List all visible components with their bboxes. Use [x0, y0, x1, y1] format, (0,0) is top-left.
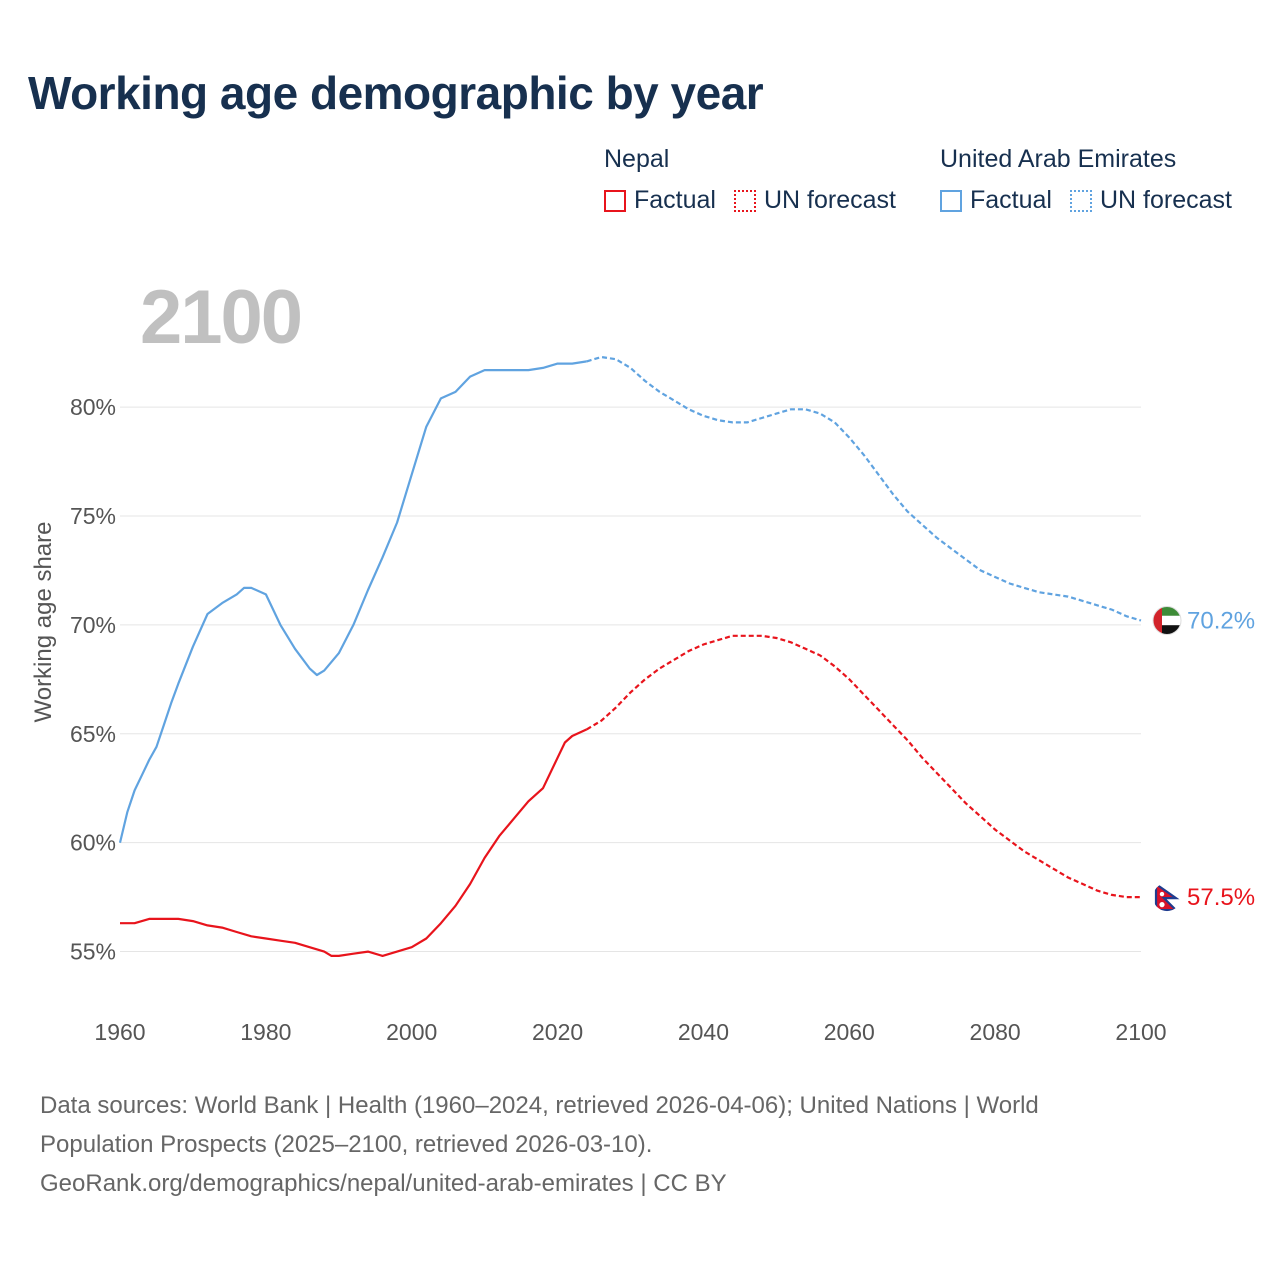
legend-uae-forecast-swatch	[1069, 189, 1092, 212]
legend-nepal-forecast[interactable]: UN forecast	[733, 186, 896, 215]
y-tick-label: 75%	[70, 503, 116, 529]
legend-uae-forecast[interactable]: UN forecast	[1069, 186, 1232, 215]
y-tick-label: 70%	[70, 612, 116, 638]
footer-line-1: Data sources: World Bank | Health (1960–…	[40, 1092, 1039, 1119]
legend-uae: United Arab Emirates Factual UN forecast	[940, 144, 1232, 215]
x-tick-labels: 1960 1980 2000 2020 2040 2060 2080 2100	[94, 1019, 1166, 1045]
legend-nepal: Nepal Factual UN forecast	[604, 144, 914, 215]
end-markers	[1152, 606, 1182, 912]
y-tick-labels: 55% 60% 65% 70% 75% 80%	[70, 394, 116, 964]
x-tick-label: 2060	[824, 1019, 875, 1045]
legend-nepal-factual[interactable]: Factual	[604, 186, 716, 215]
y-tick-label: 55%	[70, 939, 116, 965]
x-tick-label: 1960	[94, 1019, 145, 1045]
gridlines	[120, 406, 1141, 953]
nepal-flag-icon	[1153, 883, 1181, 912]
y-tick-label: 60%	[70, 830, 116, 856]
y-tick-label: 65%	[70, 721, 116, 747]
legend-uae-country: United Arab Emirates	[940, 145, 1177, 173]
x-tick-label: 2040	[678, 1019, 729, 1045]
x-tick-label: 2080	[970, 1019, 1021, 1045]
legend-nepal-factual-label: Factual	[634, 186, 716, 214]
chart-title: Working age demographic by year	[28, 67, 764, 119]
legend-uae-forecast-label: UN forecast	[1099, 186, 1232, 214]
uae-factual-line	[118, 360, 587, 843]
series-lines	[118, 355, 1142, 957]
y-axis-title: Working age share	[30, 521, 57, 723]
legend-uae-factual[interactable]: Factual	[940, 186, 1052, 215]
legend-uae-factual-label: Factual	[970, 186, 1052, 214]
x-tick-label: 2020	[532, 1019, 583, 1045]
footer-line-2: Population Prospects (2025–2100, retriev…	[40, 1131, 653, 1158]
legend-nepal-forecast-label: UN forecast	[763, 186, 896, 214]
x-tick-label: 2100	[1115, 1019, 1166, 1045]
legend-uae-factual-swatch	[940, 189, 962, 212]
legend-nepal-forecast-swatch	[733, 189, 756, 212]
x-tick-label: 2000	[386, 1019, 437, 1045]
footer-line-3[interactable]: GeoRank.org/demographics/nepal/united-ar…	[40, 1170, 727, 1197]
uae-forecast-line	[586, 355, 1142, 622]
nepal-factual-line	[120, 728, 588, 957]
current-year-watermark: 2100	[140, 275, 303, 360]
uae-end-value-label: 70.2%	[1187, 608, 1255, 635]
legend-nepal-factual-swatch	[604, 189, 626, 212]
nepal-forecast-line	[586, 634, 1141, 899]
nepal-end-value-label: 57.5%	[1187, 884, 1255, 911]
y-tick-label: 80%	[70, 394, 116, 420]
uae-flag-icon	[1152, 606, 1182, 635]
legend-nepal-country: Nepal	[604, 145, 670, 173]
data-sources-footer: Data sources: World Bank | Health (1960–…	[40, 1086, 1240, 1203]
x-tick-label: 1980	[240, 1019, 291, 1045]
